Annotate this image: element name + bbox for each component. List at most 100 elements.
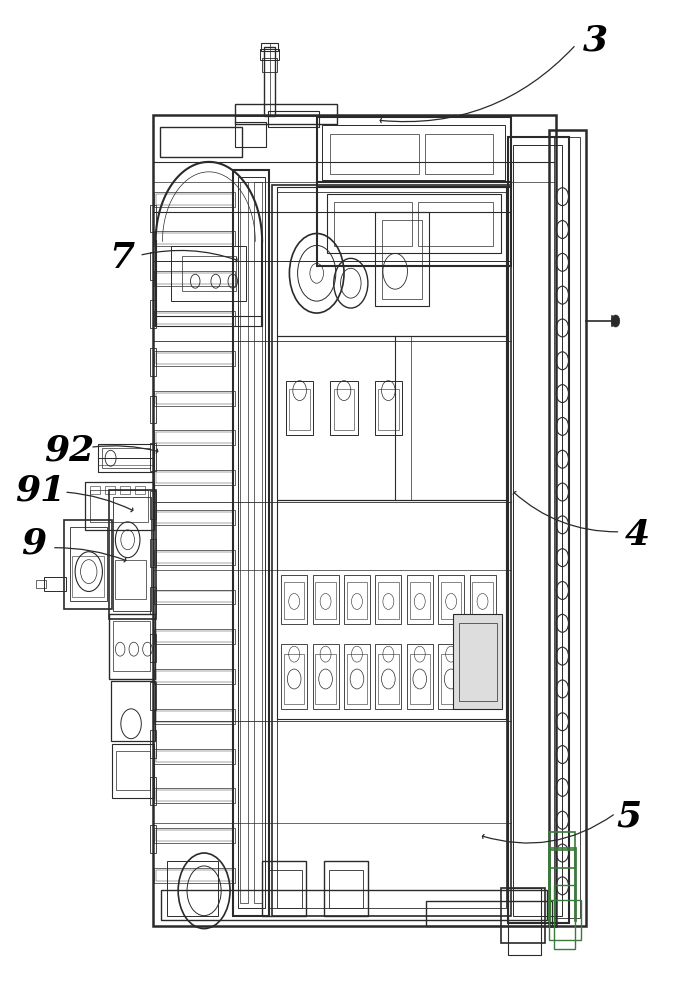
Bar	[549, 832, 574, 850]
Bar	[382, 220, 422, 299]
Bar	[240, 182, 248, 903]
Bar	[378, 582, 398, 619]
Bar	[111, 681, 155, 741]
Bar	[261, 43, 278, 51]
Bar	[330, 134, 419, 174]
Bar	[149, 825, 156, 853]
Bar	[281, 644, 307, 709]
Bar	[149, 634, 156, 662]
Bar	[290, 389, 310, 430]
Bar	[156, 432, 233, 443]
Bar	[116, 751, 150, 790]
Bar	[154, 828, 235, 843]
Circle shape	[612, 315, 620, 327]
Bar	[156, 313, 233, 324]
Bar	[154, 629, 235, 644]
Bar	[109, 490, 156, 619]
Bar	[156, 273, 233, 284]
Bar	[438, 575, 464, 624]
Bar	[459, 623, 497, 701]
Bar	[161, 890, 547, 920]
Bar	[149, 300, 156, 328]
Bar	[334, 389, 354, 430]
Bar	[156, 591, 233, 602]
Bar	[156, 751, 233, 762]
Bar	[549, 130, 586, 926]
Bar	[316, 117, 511, 187]
Bar	[375, 381, 402, 435]
Bar	[426, 901, 552, 926]
Bar	[441, 582, 462, 619]
Bar	[166, 861, 217, 916]
Bar	[112, 744, 154, 798]
Bar	[268, 111, 319, 127]
Bar	[116, 560, 146, 599]
Bar	[418, 202, 493, 246]
Bar	[277, 336, 506, 500]
Bar	[156, 631, 233, 642]
Bar	[156, 512, 233, 523]
Bar	[154, 311, 235, 326]
Bar	[154, 470, 235, 485]
Bar	[378, 389, 398, 430]
Bar	[156, 472, 233, 483]
Bar	[154, 232, 235, 246]
Bar	[149, 491, 156, 519]
Bar	[375, 212, 429, 306]
Bar	[149, 205, 156, 232]
Bar	[327, 194, 501, 253]
Bar	[149, 777, 156, 805]
Bar	[156, 552, 233, 563]
Bar	[254, 182, 262, 903]
Bar	[453, 614, 502, 709]
Bar	[334, 202, 412, 246]
Bar	[501, 888, 546, 943]
Bar	[154, 788, 235, 803]
Bar	[409, 582, 430, 619]
Bar	[407, 575, 433, 624]
Text: 4: 4	[625, 518, 650, 552]
Bar	[284, 654, 304, 704]
Bar	[149, 587, 156, 614]
Bar	[154, 271, 235, 286]
Bar	[98, 444, 154, 472]
Bar	[424, 134, 493, 174]
Bar	[156, 233, 233, 244]
Bar	[277, 500, 506, 719]
Bar	[109, 614, 155, 679]
Bar	[315, 582, 336, 619]
Bar	[323, 861, 368, 916]
Bar	[105, 486, 116, 494]
Bar	[154, 351, 235, 366]
Bar	[344, 575, 370, 624]
Bar	[260, 49, 279, 60]
Bar	[555, 885, 574, 949]
Bar	[268, 870, 302, 908]
Bar	[549, 900, 581, 940]
Text: 91: 91	[15, 473, 65, 507]
Bar	[376, 644, 401, 709]
Text: 7: 7	[109, 241, 135, 275]
Bar	[156, 194, 233, 205]
Bar	[156, 870, 233, 881]
Bar	[154, 550, 235, 565]
Text: 9: 9	[21, 527, 47, 561]
Bar	[312, 644, 338, 709]
Bar	[72, 556, 104, 597]
Bar	[277, 192, 506, 908]
Text: 92: 92	[45, 433, 95, 467]
Bar	[154, 192, 235, 207]
Bar	[281, 575, 307, 624]
Bar	[329, 870, 363, 908]
Bar	[171, 246, 246, 301]
Bar	[284, 582, 304, 619]
Bar	[36, 580, 46, 588]
Bar	[438, 644, 464, 709]
Bar	[555, 137, 580, 918]
Bar	[235, 122, 266, 147]
Bar	[154, 510, 235, 525]
Bar	[154, 709, 235, 724]
Bar	[114, 621, 150, 671]
Bar	[286, 381, 313, 435]
Bar	[508, 888, 541, 955]
